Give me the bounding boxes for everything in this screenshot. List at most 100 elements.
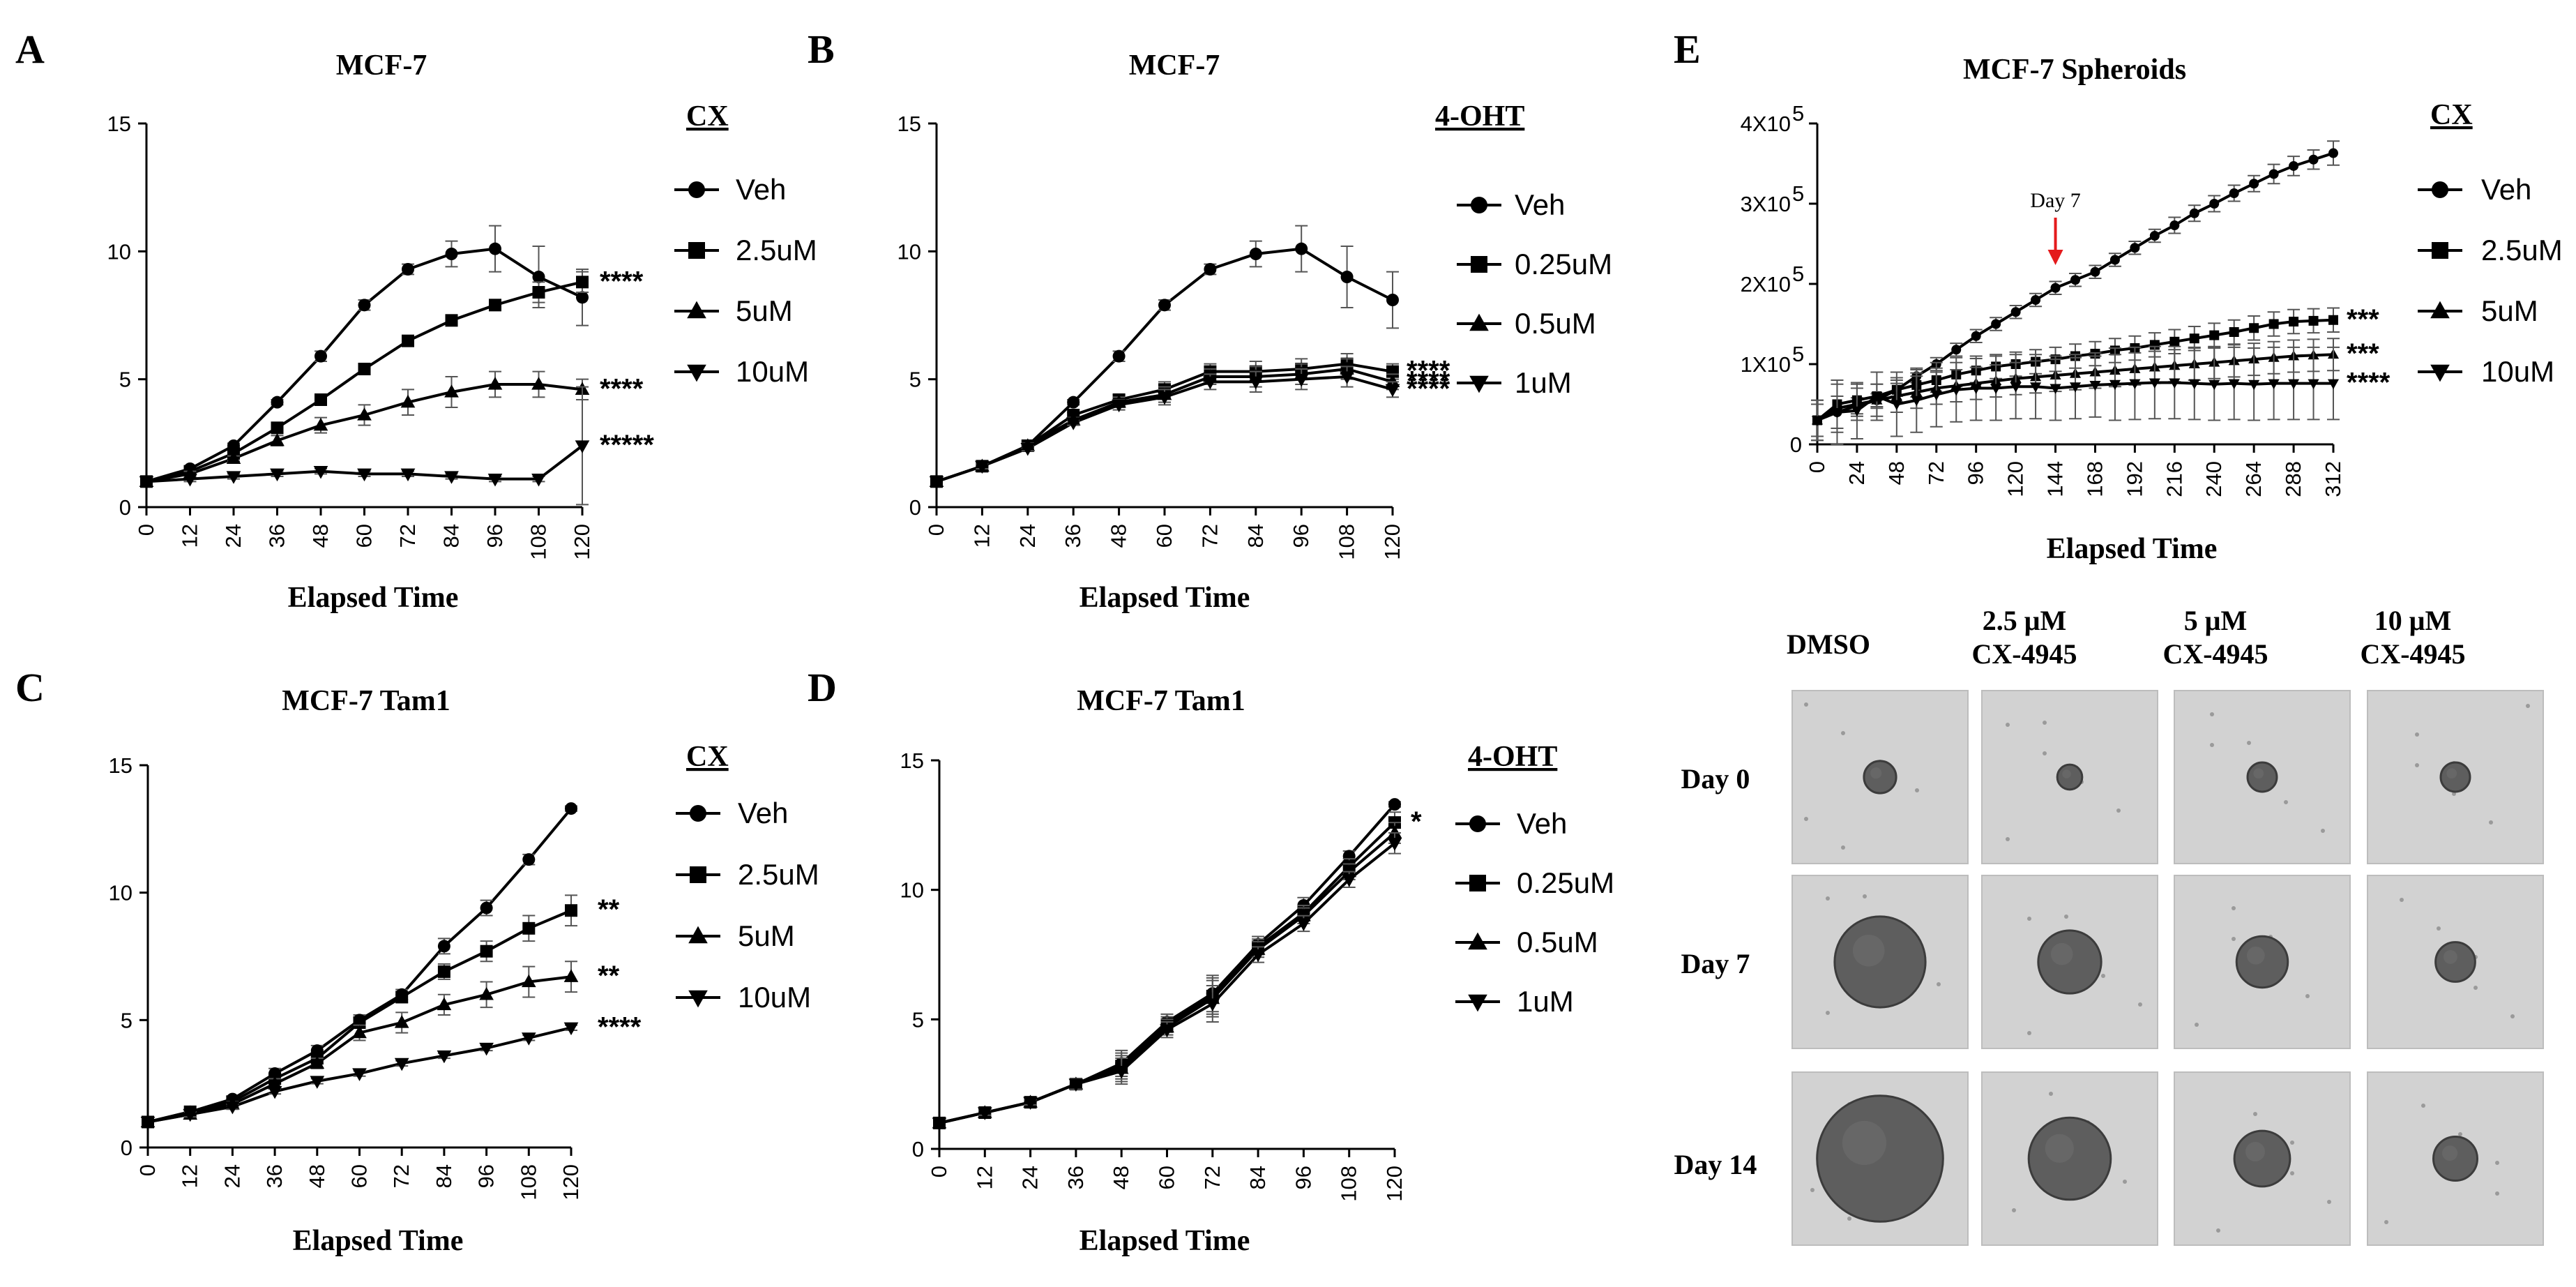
data-point xyxy=(531,377,546,390)
data-point xyxy=(1250,949,1266,963)
data-point xyxy=(1296,918,1311,931)
y-tick-exponent: 5 xyxy=(1792,101,1804,126)
debris-speck xyxy=(2400,898,2404,902)
y-tick-label: 5 xyxy=(909,368,921,392)
significance-label: *** xyxy=(2347,304,2379,335)
data-point xyxy=(1160,1024,1174,1037)
x-tick-label: 24 xyxy=(221,524,245,548)
x-tick-label: 36 xyxy=(262,1164,287,1188)
spheroid-highlight xyxy=(2050,942,2073,965)
data-point xyxy=(1385,384,1400,398)
data-point xyxy=(1387,825,1402,838)
data-point xyxy=(352,1068,367,1081)
data-point xyxy=(226,451,241,464)
debris-speck xyxy=(2043,721,2047,725)
chart-c-legend-markers xyxy=(676,805,720,1008)
data-point xyxy=(2248,379,2260,391)
chart-d-legend-label: 1uM xyxy=(1517,985,1574,1018)
data-point xyxy=(479,1042,494,1056)
y-tick-label: 10 xyxy=(107,239,131,264)
chart-a-legend-label: 2.5uM xyxy=(736,234,817,266)
significance-label: * xyxy=(1411,806,1422,837)
data-point xyxy=(2050,283,2061,293)
spheroid xyxy=(2432,1136,2478,1182)
debris-speck xyxy=(1841,845,1845,850)
grid-column-header: 5 μM xyxy=(2184,605,2247,636)
x-tick-label: 60 xyxy=(352,524,377,548)
debris-speck xyxy=(2290,1141,2294,1145)
chart-e-legend-label: 2.5uM xyxy=(2481,234,2563,266)
spheroid-tiles xyxy=(1791,690,2544,1246)
y-tick-label: 10 xyxy=(109,881,132,905)
data-point xyxy=(437,997,452,1011)
significance-label: ** xyxy=(598,961,620,991)
data-point xyxy=(2189,333,2199,344)
data-point xyxy=(2089,380,2101,391)
data-point xyxy=(2109,255,2120,265)
chart-a-title: MCF-7 xyxy=(336,50,427,82)
data-point xyxy=(183,1108,198,1122)
debris-speck xyxy=(2006,837,2010,841)
data-point xyxy=(565,802,577,815)
data-point xyxy=(2268,319,2279,329)
data-point xyxy=(400,394,416,408)
data-point xyxy=(1930,390,1942,401)
significance-label: ** xyxy=(598,894,620,925)
data-point xyxy=(2149,231,2160,241)
chart-c-legend-label: 5uM xyxy=(738,919,795,952)
legend-marker xyxy=(1469,313,1489,331)
x-tick-label: 0 xyxy=(924,524,948,536)
legend-marker xyxy=(2432,242,2448,259)
spheroid-highlight xyxy=(2443,949,2457,964)
data-point xyxy=(2050,384,2061,394)
data-point xyxy=(2070,275,2080,285)
spheroid-highlight xyxy=(2442,1145,2458,1161)
data-point xyxy=(1387,838,1402,851)
data-point xyxy=(226,471,241,484)
chart-a-marks: ************* xyxy=(139,123,654,509)
data-point xyxy=(2328,315,2338,325)
debris-speck xyxy=(2123,1180,2127,1184)
data-point xyxy=(2249,323,2259,333)
y-tick-label: 0 xyxy=(912,1137,924,1161)
legend-marker xyxy=(688,926,708,944)
legend-marker xyxy=(690,805,706,822)
x-tick-label: 120 xyxy=(559,1164,583,1201)
data-point xyxy=(313,466,328,479)
debris-speck xyxy=(1841,731,1845,735)
x-tick-label: 72 xyxy=(1197,524,1222,548)
spheroid xyxy=(2233,1129,2291,1188)
y-tick-exponent: 5 xyxy=(1792,181,1804,206)
y-tick-label: 5 xyxy=(912,1007,924,1032)
data-point xyxy=(565,904,577,917)
data-point xyxy=(1023,1097,1038,1110)
debris-speck xyxy=(2510,1014,2515,1018)
data-point xyxy=(2268,379,2280,389)
x-tick-label: 48 xyxy=(308,524,333,548)
data-point xyxy=(1385,374,1400,387)
legend-marker xyxy=(688,242,705,259)
debris-speck xyxy=(2437,926,2441,931)
data-point xyxy=(1205,998,1220,1011)
chart-d-legend-label: Veh xyxy=(1517,807,1567,840)
data-point xyxy=(563,969,579,982)
x-tick-label: 48 xyxy=(1109,1166,1133,1189)
data-point xyxy=(358,363,371,375)
debris-speck xyxy=(1937,982,1941,986)
chart-d-x-ticks: 0 12 24 36 48 60 72 84 96 108 120 xyxy=(927,1149,1407,1202)
data-point xyxy=(1386,294,1399,306)
data-point xyxy=(270,468,285,482)
chart-b-legend-label: Veh xyxy=(1515,188,1565,221)
y-tick-label: 3X10 xyxy=(1741,192,1791,216)
data-point xyxy=(358,299,371,312)
data-point xyxy=(1114,1065,1129,1079)
y-tick-label: 0 xyxy=(909,495,921,520)
data-point xyxy=(479,987,494,1000)
debris-speck xyxy=(2305,994,2310,998)
y-tick-label: 15 xyxy=(109,753,132,778)
data-point xyxy=(2090,266,2100,277)
chart-e-legend-label: 5uM xyxy=(2481,294,2538,327)
x-tick-label: 72 xyxy=(1924,461,1948,485)
data-point xyxy=(2188,379,2200,389)
